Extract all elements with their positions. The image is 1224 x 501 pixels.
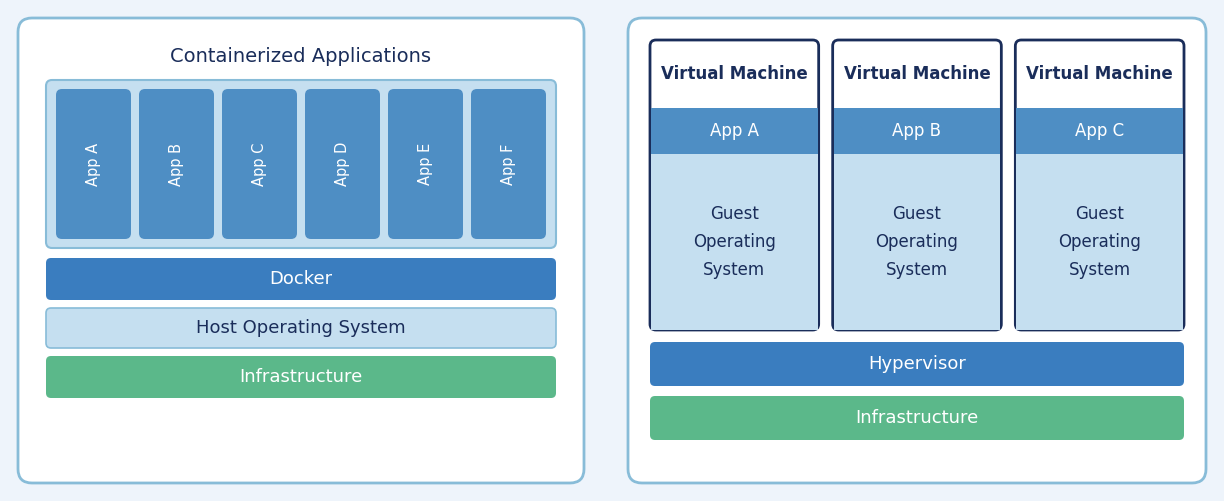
Text: Virtual Machine: Virtual Machine bbox=[843, 65, 990, 83]
Text: Virtual Machine: Virtual Machine bbox=[1026, 65, 1173, 83]
Bar bbox=[651, 154, 818, 330]
Text: Virtual Machine: Virtual Machine bbox=[661, 65, 808, 83]
Text: Guest
Operating
System: Guest Operating System bbox=[875, 205, 958, 279]
Bar bbox=[1016, 154, 1184, 330]
Text: App C: App C bbox=[252, 142, 267, 186]
FancyBboxPatch shape bbox=[47, 308, 556, 348]
Text: App B: App B bbox=[892, 122, 941, 140]
Text: Guest
Operating
System: Guest Operating System bbox=[693, 205, 776, 279]
FancyBboxPatch shape bbox=[47, 258, 556, 300]
FancyBboxPatch shape bbox=[650, 40, 819, 330]
FancyBboxPatch shape bbox=[140, 89, 214, 239]
Text: Containerized Applications: Containerized Applications bbox=[170, 47, 432, 66]
Text: App A: App A bbox=[710, 122, 759, 140]
FancyBboxPatch shape bbox=[388, 89, 463, 239]
Text: App E: App E bbox=[419, 143, 433, 185]
FancyBboxPatch shape bbox=[305, 89, 379, 239]
FancyBboxPatch shape bbox=[47, 80, 556, 248]
FancyBboxPatch shape bbox=[47, 356, 556, 398]
Text: Infrastructure: Infrastructure bbox=[240, 368, 362, 386]
FancyBboxPatch shape bbox=[56, 89, 131, 239]
Text: Docker: Docker bbox=[269, 270, 333, 288]
Bar bbox=[651, 108, 818, 154]
Text: App A: App A bbox=[86, 142, 102, 185]
Text: App B: App B bbox=[169, 142, 184, 185]
FancyBboxPatch shape bbox=[222, 89, 297, 239]
Bar bbox=[834, 154, 1000, 330]
Text: Guest
Operating
System: Guest Operating System bbox=[1059, 205, 1141, 279]
FancyBboxPatch shape bbox=[832, 40, 1001, 330]
FancyBboxPatch shape bbox=[650, 342, 1184, 386]
Text: App D: App D bbox=[335, 142, 350, 186]
FancyBboxPatch shape bbox=[628, 18, 1206, 483]
Text: App C: App C bbox=[1075, 122, 1124, 140]
Text: App F: App F bbox=[501, 143, 517, 185]
Text: Hypervisor: Hypervisor bbox=[868, 355, 966, 373]
Bar bbox=[834, 108, 1000, 154]
Text: Host Operating System: Host Operating System bbox=[196, 319, 406, 337]
FancyBboxPatch shape bbox=[1016, 40, 1184, 330]
FancyBboxPatch shape bbox=[650, 396, 1184, 440]
Bar bbox=[1016, 108, 1184, 154]
FancyBboxPatch shape bbox=[18, 18, 584, 483]
Text: Infrastructure: Infrastructure bbox=[856, 409, 979, 427]
FancyBboxPatch shape bbox=[471, 89, 546, 239]
